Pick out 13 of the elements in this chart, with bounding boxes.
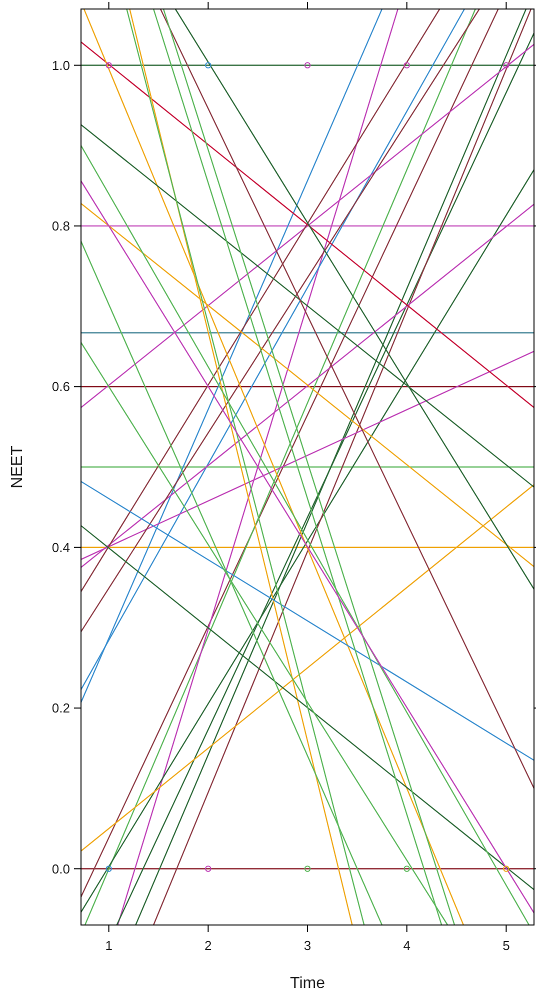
- y-tick-label: 0.2: [52, 700, 70, 716]
- x-tick-label: 4: [403, 938, 410, 953]
- y-tick-label: 0.8: [52, 218, 70, 234]
- x-tick-label: 2: [204, 938, 212, 953]
- x-axis-title: Time: [290, 975, 326, 992]
- y-tick-label: 0.0: [52, 861, 70, 876]
- y-axis-title: NEET: [9, 445, 26, 488]
- x-tick-label: 5: [502, 938, 510, 953]
- y-tick-label: 0.4: [52, 540, 70, 555]
- x-tick-label: 1: [105, 938, 112, 953]
- y-tick-label: 1.0: [52, 58, 70, 73]
- x-tick-label: 3: [304, 938, 312, 953]
- y-tick-label: 0.6: [52, 379, 70, 394]
